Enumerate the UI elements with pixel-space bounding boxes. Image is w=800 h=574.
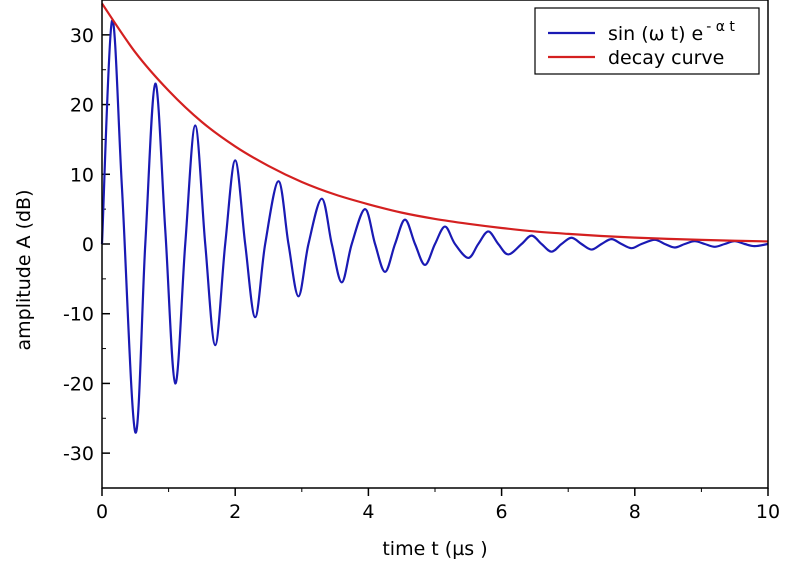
series-decay-curve-line (101, 2, 769, 243)
y-tick-label: -20 (63, 373, 94, 395)
x-tick-label: 6 (496, 501, 508, 523)
y-tick-label: 20 (70, 95, 94, 117)
x-tick-label: 4 (362, 501, 374, 523)
x-tick-label: 2 (229, 501, 241, 523)
y-tick-label: -30 (63, 443, 94, 465)
y-axis-ticks: 30 20 10 0 -10 -20 -30 (63, 25, 110, 465)
y-tick-label: 30 (70, 25, 94, 47)
y-tick-label: 0 (82, 234, 94, 256)
x-axis-ticks: 0 2 4 6 8 10 (96, 488, 780, 523)
legend-label-decay-curve: decay curve (608, 47, 724, 69)
y-tick-label: 10 (70, 164, 94, 186)
legend: sin (ω t) e- α t decay curve (534, 7, 760, 75)
series-damped-sine-line (100, 19, 769, 434)
series-layer (100, 2, 769, 434)
x-tick-label: 10 (756, 501, 780, 523)
x-tick-label: 0 (96, 501, 108, 523)
legend-box (534, 7, 760, 75)
y-tick-label: -10 (63, 304, 94, 326)
plot-frame (101, 0, 769, 489)
plot-area: 30 20 10 0 -10 -20 -30 0 2 4 6 8 10 (63, 0, 780, 523)
legend-label-damped-sine: sin (ω t) e- α t (608, 19, 735, 45)
x-axis-label: time t (µs ) (382, 538, 487, 560)
y-axis-label: amplitude A (dB) (13, 189, 35, 350)
x-tick-label: 8 (629, 501, 641, 523)
